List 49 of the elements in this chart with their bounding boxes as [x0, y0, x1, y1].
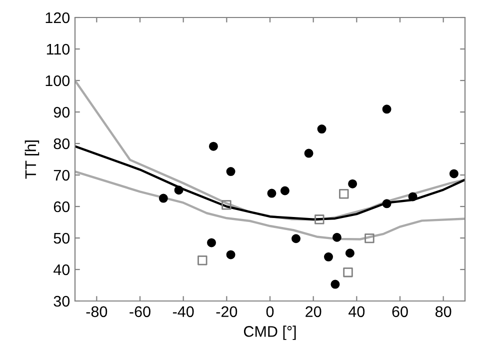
- point: [314, 214, 324, 224]
- x-tick-label: 60: [392, 306, 408, 318]
- x-tick-label: -40: [172, 306, 194, 318]
- y-tick-label: 90: [54, 106, 70, 118]
- x-tick-label: 40: [348, 306, 365, 318]
- point: [280, 186, 290, 196]
- point: [345, 248, 354, 258]
- point: [292, 234, 300, 244]
- y-tick-label: 70: [54, 170, 70, 181]
- x-tick-label: -20: [216, 306, 238, 318]
- y-tick-label: 40: [54, 264, 70, 276]
- point: [330, 280, 340, 289]
- point: [226, 167, 236, 176]
- point: [226, 250, 236, 260]
- point: [317, 124, 326, 134]
- y-tick-label: 110: [46, 44, 70, 55]
- point: [207, 238, 216, 248]
- point: [267, 188, 276, 198]
- x-tick-label: 0: [266, 306, 274, 318]
- point: [332, 232, 342, 242]
- point: [382, 104, 392, 114]
- point: [198, 256, 208, 266]
- point: [408, 192, 418, 202]
- y-tick-label: 80: [54, 138, 70, 150]
- point: [304, 148, 314, 158]
- point: [174, 186, 184, 195]
- point: [222, 200, 232, 210]
- x-tick-label: -80: [86, 306, 108, 318]
- y-tick-label: 30: [54, 296, 70, 307]
- y-tick-label: 120: [46, 12, 70, 24]
- point: [449, 169, 458, 178]
- y-tick-label: 100: [46, 75, 70, 86]
- point: [343, 267, 353, 278]
- y-axis-title: TT [h]: [24, 140, 40, 179]
- x-tick-label: -60: [130, 306, 150, 318]
- point: [324, 252, 333, 262]
- point: [382, 199, 392, 208]
- point: [208, 142, 218, 151]
- point: [364, 233, 374, 244]
- x-tick-label: 80: [436, 306, 452, 318]
- x-axis-title: CMD [°]: [244, 326, 296, 340]
- y-tick-label: 50: [54, 232, 70, 244]
- line-series: [75, 170, 465, 240]
- point: [348, 179, 358, 188]
- point: [158, 194, 168, 203]
- y-tick-label: 60: [54, 201, 70, 212]
- point: [339, 189, 349, 199]
- line-series: [75, 145, 465, 221]
- x-tick-label: 20: [306, 306, 322, 318]
